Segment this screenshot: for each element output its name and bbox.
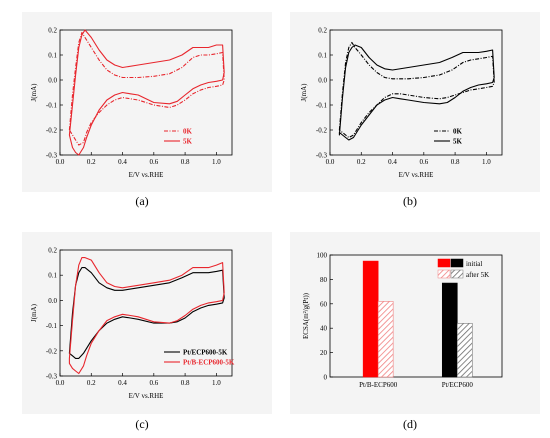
series-line-pt-b-ecp600-5k <box>68 257 225 375</box>
x-tick-label: 0.8 <box>181 158 190 166</box>
caption-d: (d) <box>403 417 417 431</box>
x-tick-label: 0.2 <box>87 379 96 387</box>
plot-frame <box>329 254 503 378</box>
legend-label: initial <box>466 260 482 268</box>
plot-frame <box>329 29 503 156</box>
x-axis-title: E/V vs.RHE <box>129 392 164 400</box>
x-tick-label: 0.0 <box>56 379 65 387</box>
y-tick-label: -0.3 <box>46 373 58 381</box>
x-axis-title: E/V vs.RHE <box>399 171 434 179</box>
y-tick-label: 0.1 <box>48 272 57 280</box>
plot-frame <box>59 249 233 377</box>
y-tick-label: 0 <box>324 374 328 382</box>
y-axis-title: J(mA) <box>30 303 38 322</box>
x-tick-label: 1.0 <box>482 158 491 166</box>
y-tick-label: -0.2 <box>46 347 58 355</box>
caption-b: (b) <box>403 194 417 208</box>
y-tick-label: 40 <box>320 325 328 333</box>
legend-swatch <box>437 269 451 279</box>
legend-label: 0K <box>183 128 193 136</box>
x-tick-label: 0.8 <box>181 379 190 387</box>
y-tick-label: -0.1 <box>46 102 58 110</box>
bar-pt-b-ecp600-initial <box>362 260 379 378</box>
panel-b-cv-chart: 0.0 0.2 0.4 0.6 0.8 1.0 -0.3 -0.2 -0.1 0.0 0.1 0.2 E… <box>290 12 540 192</box>
x-tick-label: 0.8 <box>451 158 460 166</box>
series-line-0k <box>338 41 495 139</box>
legend-label: 0K <box>453 128 463 136</box>
y-tick-label: 60 <box>320 300 328 308</box>
series-line-0k <box>68 31 225 146</box>
y-tick-label: -0.3 <box>46 152 58 160</box>
y-tick-label: -0.1 <box>46 322 58 330</box>
bar-pt-ecp600-initial <box>441 282 458 378</box>
x-tick-label: 0.0 <box>56 158 65 166</box>
x-tick-label: 0.4 <box>388 158 397 166</box>
legend-swatch <box>437 258 451 268</box>
caption-a: (a) <box>135 194 148 208</box>
panel-background <box>22 232 272 414</box>
x-category-label: Pt/B-ECP600 <box>359 381 398 389</box>
x-tick-label: 0.2 <box>87 158 96 166</box>
x-category-label: Pt/ECP600 <box>442 381 474 389</box>
legend-swatch <box>450 269 464 279</box>
panel-background <box>290 232 540 414</box>
panel-background <box>22 12 272 192</box>
x-tick-label: 0.4 <box>118 379 127 387</box>
x-axis-title: E/V vs.RHE <box>129 171 164 179</box>
bar-pt-ecp600-after-5k <box>456 323 473 378</box>
y-tick-label: 0.0 <box>48 77 57 85</box>
y-tick-label: 0.1 <box>48 52 57 60</box>
caption-c: (c) <box>135 417 148 431</box>
y-tick-label: -0.1 <box>316 102 328 110</box>
y-tick-label: 20 <box>320 349 328 357</box>
y-tick-label: 100 <box>317 252 328 260</box>
y-tick-label: -0.2 <box>46 127 58 135</box>
y-axis-title: ECSA(m²/g(Pt)) <box>302 292 310 339</box>
panel-a-cv-chart: 0.0 0.2 0.4 0.6 0.8 1.0 -0.3 -0.2 -0.1 0.0 0.1 0.2 E… <box>22 12 272 192</box>
y-tick-label: 80 <box>320 276 328 284</box>
x-tick-label: 0.4 <box>118 158 127 166</box>
legend-label: Pt/ECP600-5K <box>183 349 228 357</box>
legend-label: 5K <box>453 138 463 146</box>
series-line-5k <box>338 44 495 141</box>
x-tick-label: 0.6 <box>149 379 158 387</box>
y-tick-label: -0.3 <box>316 152 328 160</box>
x-tick-label: 1.0 <box>212 158 221 166</box>
legend-label: after 5K <box>466 271 489 279</box>
x-tick-label: 0.6 <box>419 158 428 166</box>
y-tick-label: 0.0 <box>318 77 327 85</box>
panel-d-ecsa-bar-chart: 0 20 40 60 80 100 Pt/B-ECP600 Pt/ECP600 ECSA(m²/… <box>290 232 540 414</box>
legend-swatch <box>450 258 464 268</box>
y-tick-label: 0.2 <box>48 247 57 255</box>
x-tick-label: 1.0 <box>212 379 221 387</box>
y-axis-title: J(mA) <box>300 83 308 102</box>
panel-c-cv-chart: 0.0 0.2 0.4 0.6 0.8 1.0 -0.3 -0.2 -0.1 0.0 0.1 0.2 E… <box>22 232 272 414</box>
bar-pt-b-ecp600-after-5k <box>377 301 394 378</box>
series-line-5k <box>68 29 225 156</box>
x-tick-label: 0.2 <box>357 158 366 166</box>
y-tick-label: -0.2 <box>316 127 328 135</box>
legend-label: Pt/B-ECP600-5K <box>183 359 235 367</box>
y-tick-label: 0.0 <box>48 297 57 305</box>
y-tick-label: 0.2 <box>318 27 327 35</box>
x-tick-label: 0.0 <box>326 158 335 166</box>
y-tick-label: 0.2 <box>48 27 57 35</box>
y-tick-label: 0.1 <box>318 52 327 60</box>
plot-frame <box>59 29 233 156</box>
x-tick-label: 0.6 <box>149 158 158 166</box>
y-axis-title: J(mA) <box>30 83 38 102</box>
legend-label: 5K <box>183 138 193 146</box>
panel-background <box>290 12 540 192</box>
